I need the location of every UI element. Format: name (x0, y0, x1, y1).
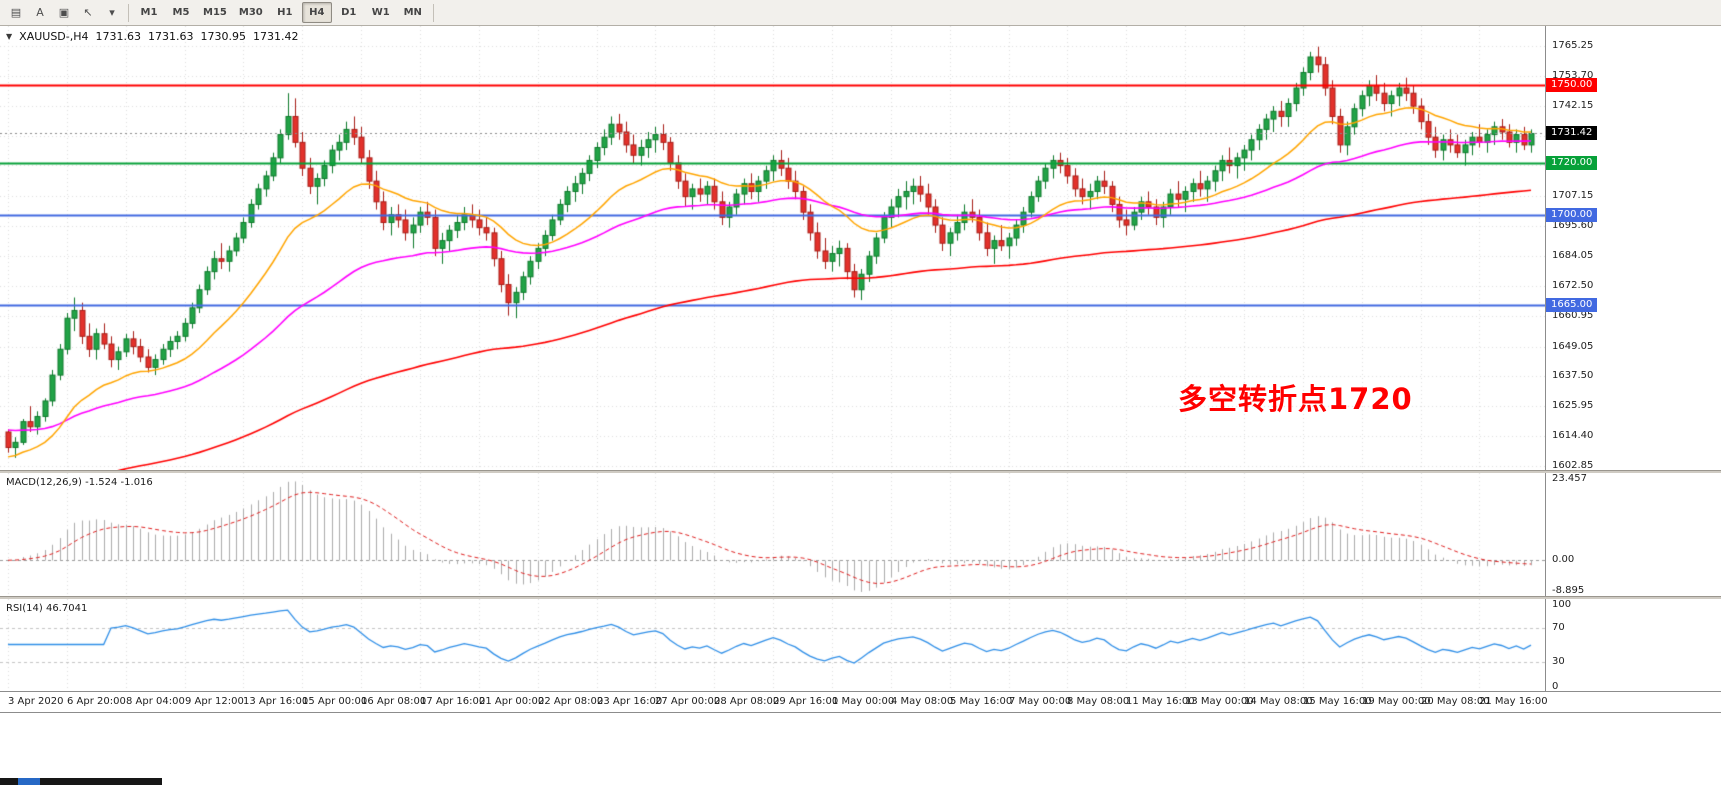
timeframe-button-w1[interactable]: W1 (371, 7, 390, 18)
time-tick: 23 Apr 16:00 (597, 696, 663, 707)
price-label-1700.00: 1700.00 (1546, 207, 1598, 222)
macd-tick: -8.895 (1552, 585, 1585, 596)
annotation-text: 多空转折点1720 (1178, 382, 1413, 416)
timeframe-button-d1[interactable]: D1 (341, 7, 357, 18)
timeframe-button-h4[interactable]: H4 (301, 2, 332, 23)
chart-ohlc-header: ▼ XAUUSD-,H4 1731.63 1731.63 1730.95 173… (6, 30, 299, 43)
toolbar-separator (432, 3, 434, 22)
rsi-axis[interactable]: 100 70 30 0 (1545, 599, 1721, 692)
macd-canvas[interactable] (0, 473, 1545, 596)
price-tick: 1742.15 (1552, 99, 1594, 111)
price-tick: 1660.95 (1552, 309, 1594, 321)
chart-menu-icon[interactable]: ▼ (6, 32, 13, 41)
rsi-tick: 0 (1552, 681, 1559, 692)
time-tick: 15 Apr 00:00 (302, 696, 368, 707)
time-tick: 13 Apr 16:00 (243, 696, 309, 707)
toolbar-icons: ▤ A ▣ ↖ ▾ (5, 2, 123, 24)
price-label-1720.00: 1720.00 (1546, 156, 1598, 171)
high-value: 1731.63 (148, 30, 194, 43)
price-tick: 1684.05 (1552, 250, 1594, 261)
time-tick: 16 Apr 08:00 (361, 696, 427, 707)
time-tick: 19 May 00:00 (1362, 696, 1431, 707)
timeframe-button-h1[interactable]: H1 (277, 7, 293, 18)
rsi-label: RSI(14) 46.7041 (6, 603, 88, 614)
price-label-1731.42: 1731.42 (1546, 126, 1598, 141)
time-tick: 28 Apr 08:00 (714, 696, 780, 707)
rsi-canvas[interactable] (0, 599, 1545, 691)
time-tick: 11 May 16:00 (1126, 696, 1195, 707)
time-tick: 8 May 08:00 (1067, 696, 1130, 707)
time-tick: 15 May 16:00 (1303, 696, 1372, 707)
time-tick: 27 Apr 00:00 (655, 696, 721, 707)
charts-grid-icon[interactable]: ▤ (10, 6, 22, 19)
panel-separator-rsi[interactable] (0, 596, 1721, 599)
desktop-background (0, 714, 1721, 785)
rsi-panel[interactable]: RSI(14) 46.7041 (0, 599, 1545, 691)
price-tick: 1695.60 (1552, 220, 1594, 232)
time-axis[interactable]: 3 Apr 2020 6 Apr 20:00 8 Apr 04:00 9 Apr 12… (0, 691, 1721, 713)
time-tick: 8 Apr 04:00 (126, 696, 185, 707)
price-tick: 1614.40 (1552, 430, 1594, 442)
cursor-tool-icon[interactable]: ↖ (83, 6, 93, 19)
price-tick: 1765.25 (1552, 40, 1594, 51)
time-tick: 29 Apr 16:00 (773, 696, 839, 707)
timeframe-button-m30[interactable]: M30 (238, 7, 263, 18)
price-label-1750.00: 1750.00 (1546, 78, 1598, 93)
dropdown-arrow-icon[interactable]: ▾ (109, 6, 115, 19)
annotate-text-icon[interactable]: A (36, 6, 44, 19)
price-tick: 1753.70 (1552, 69, 1594, 81)
time-tick: 13 May 00:00 (1185, 696, 1254, 707)
main-chart-canvas[interactable] (0, 26, 1545, 470)
price-tick: 1625.95 (1552, 400, 1594, 412)
timeframe-button-mn[interactable]: MN (403, 7, 422, 18)
price-tick: 1672.50 (1552, 279, 1594, 291)
low-value: 1730.95 (200, 30, 247, 43)
price-label-1665.00: 1665.00 (1546, 298, 1598, 313)
time-tick: 5 May 16:00 (950, 696, 1013, 707)
macd-label: MACD(12,26,9) -1.524 -1.016 (6, 477, 153, 488)
macd-panel[interactable]: MACD(12,26,9) -1.524 -1.016 (0, 473, 1545, 596)
open-value: 1731.63 (95, 30, 142, 43)
rsi-tick: 70 (1552, 621, 1565, 633)
timeframe-button-m1[interactable]: M1 (140, 7, 158, 18)
price-tick: 1707.15 (1552, 190, 1594, 202)
time-tick: 14 May 08:00 (1244, 696, 1313, 707)
taskbar-fragment[interactable] (0, 778, 162, 785)
macd-tick: 23.457 (1552, 473, 1587, 484)
timeframe-buttons: M1 M5 M15 M30 H1 H4 D1 W1 MN (134, 2, 428, 23)
macd-axis[interactable]: 23.457 0.00 -8.895 (1545, 473, 1721, 596)
time-tick: 6 Apr 20:00 (67, 696, 126, 707)
price-axis[interactable]: 1765.251753.701742.151730.601719.051707.… (1545, 26, 1721, 471)
time-tick: 4 May 08:00 (891, 696, 954, 707)
chart-window-icon[interactable]: ▣ (58, 6, 70, 19)
price-tick: 1637.50 (1552, 370, 1594, 382)
price-chart-panel[interactable]: ▼ XAUUSD-,H4 1731.63 1731.63 1730.95 173… (0, 26, 1545, 470)
rsi-tick: 100 (1552, 599, 1572, 610)
timeframe-button-m15[interactable]: M15 (203, 7, 227, 18)
macd-tick: 0.00 (1552, 554, 1575, 566)
time-tick: 7 May 00:00 (1009, 696, 1072, 707)
panel-separator-macd[interactable] (0, 470, 1721, 473)
taskbar-app-icon[interactable] (18, 778, 40, 785)
toolbar: ▤ A ▣ ↖ ▾ M1 M5 M15 M30 H1 H4 D1 W1 MN (0, 0, 1721, 26)
time-tick: 20 May 08:00 (1421, 696, 1490, 707)
time-tick: 21 Apr 00:00 (479, 696, 545, 707)
time-tick: 9 Apr 12:00 (185, 696, 244, 707)
time-tick: 22 Apr 08:00 (538, 696, 604, 707)
time-tick: 1 May 00:00 (832, 696, 895, 707)
time-tick: 3 Apr 2020 (8, 696, 64, 707)
symbol-period-label: XAUUSD-,H4 (19, 30, 89, 43)
price-tick: 1602.85 (1552, 460, 1594, 471)
time-tick: 21 May 16:00 (1479, 696, 1548, 707)
close-value: 1731.42 (253, 30, 299, 43)
price-tick: 1649.05 (1552, 340, 1594, 352)
rsi-tick: 30 (1552, 655, 1565, 667)
toolbar-separator (128, 3, 129, 22)
timeframe-button-m5[interactable]: M5 (172, 7, 190, 18)
time-tick: 17 Apr 16:00 (420, 696, 486, 707)
